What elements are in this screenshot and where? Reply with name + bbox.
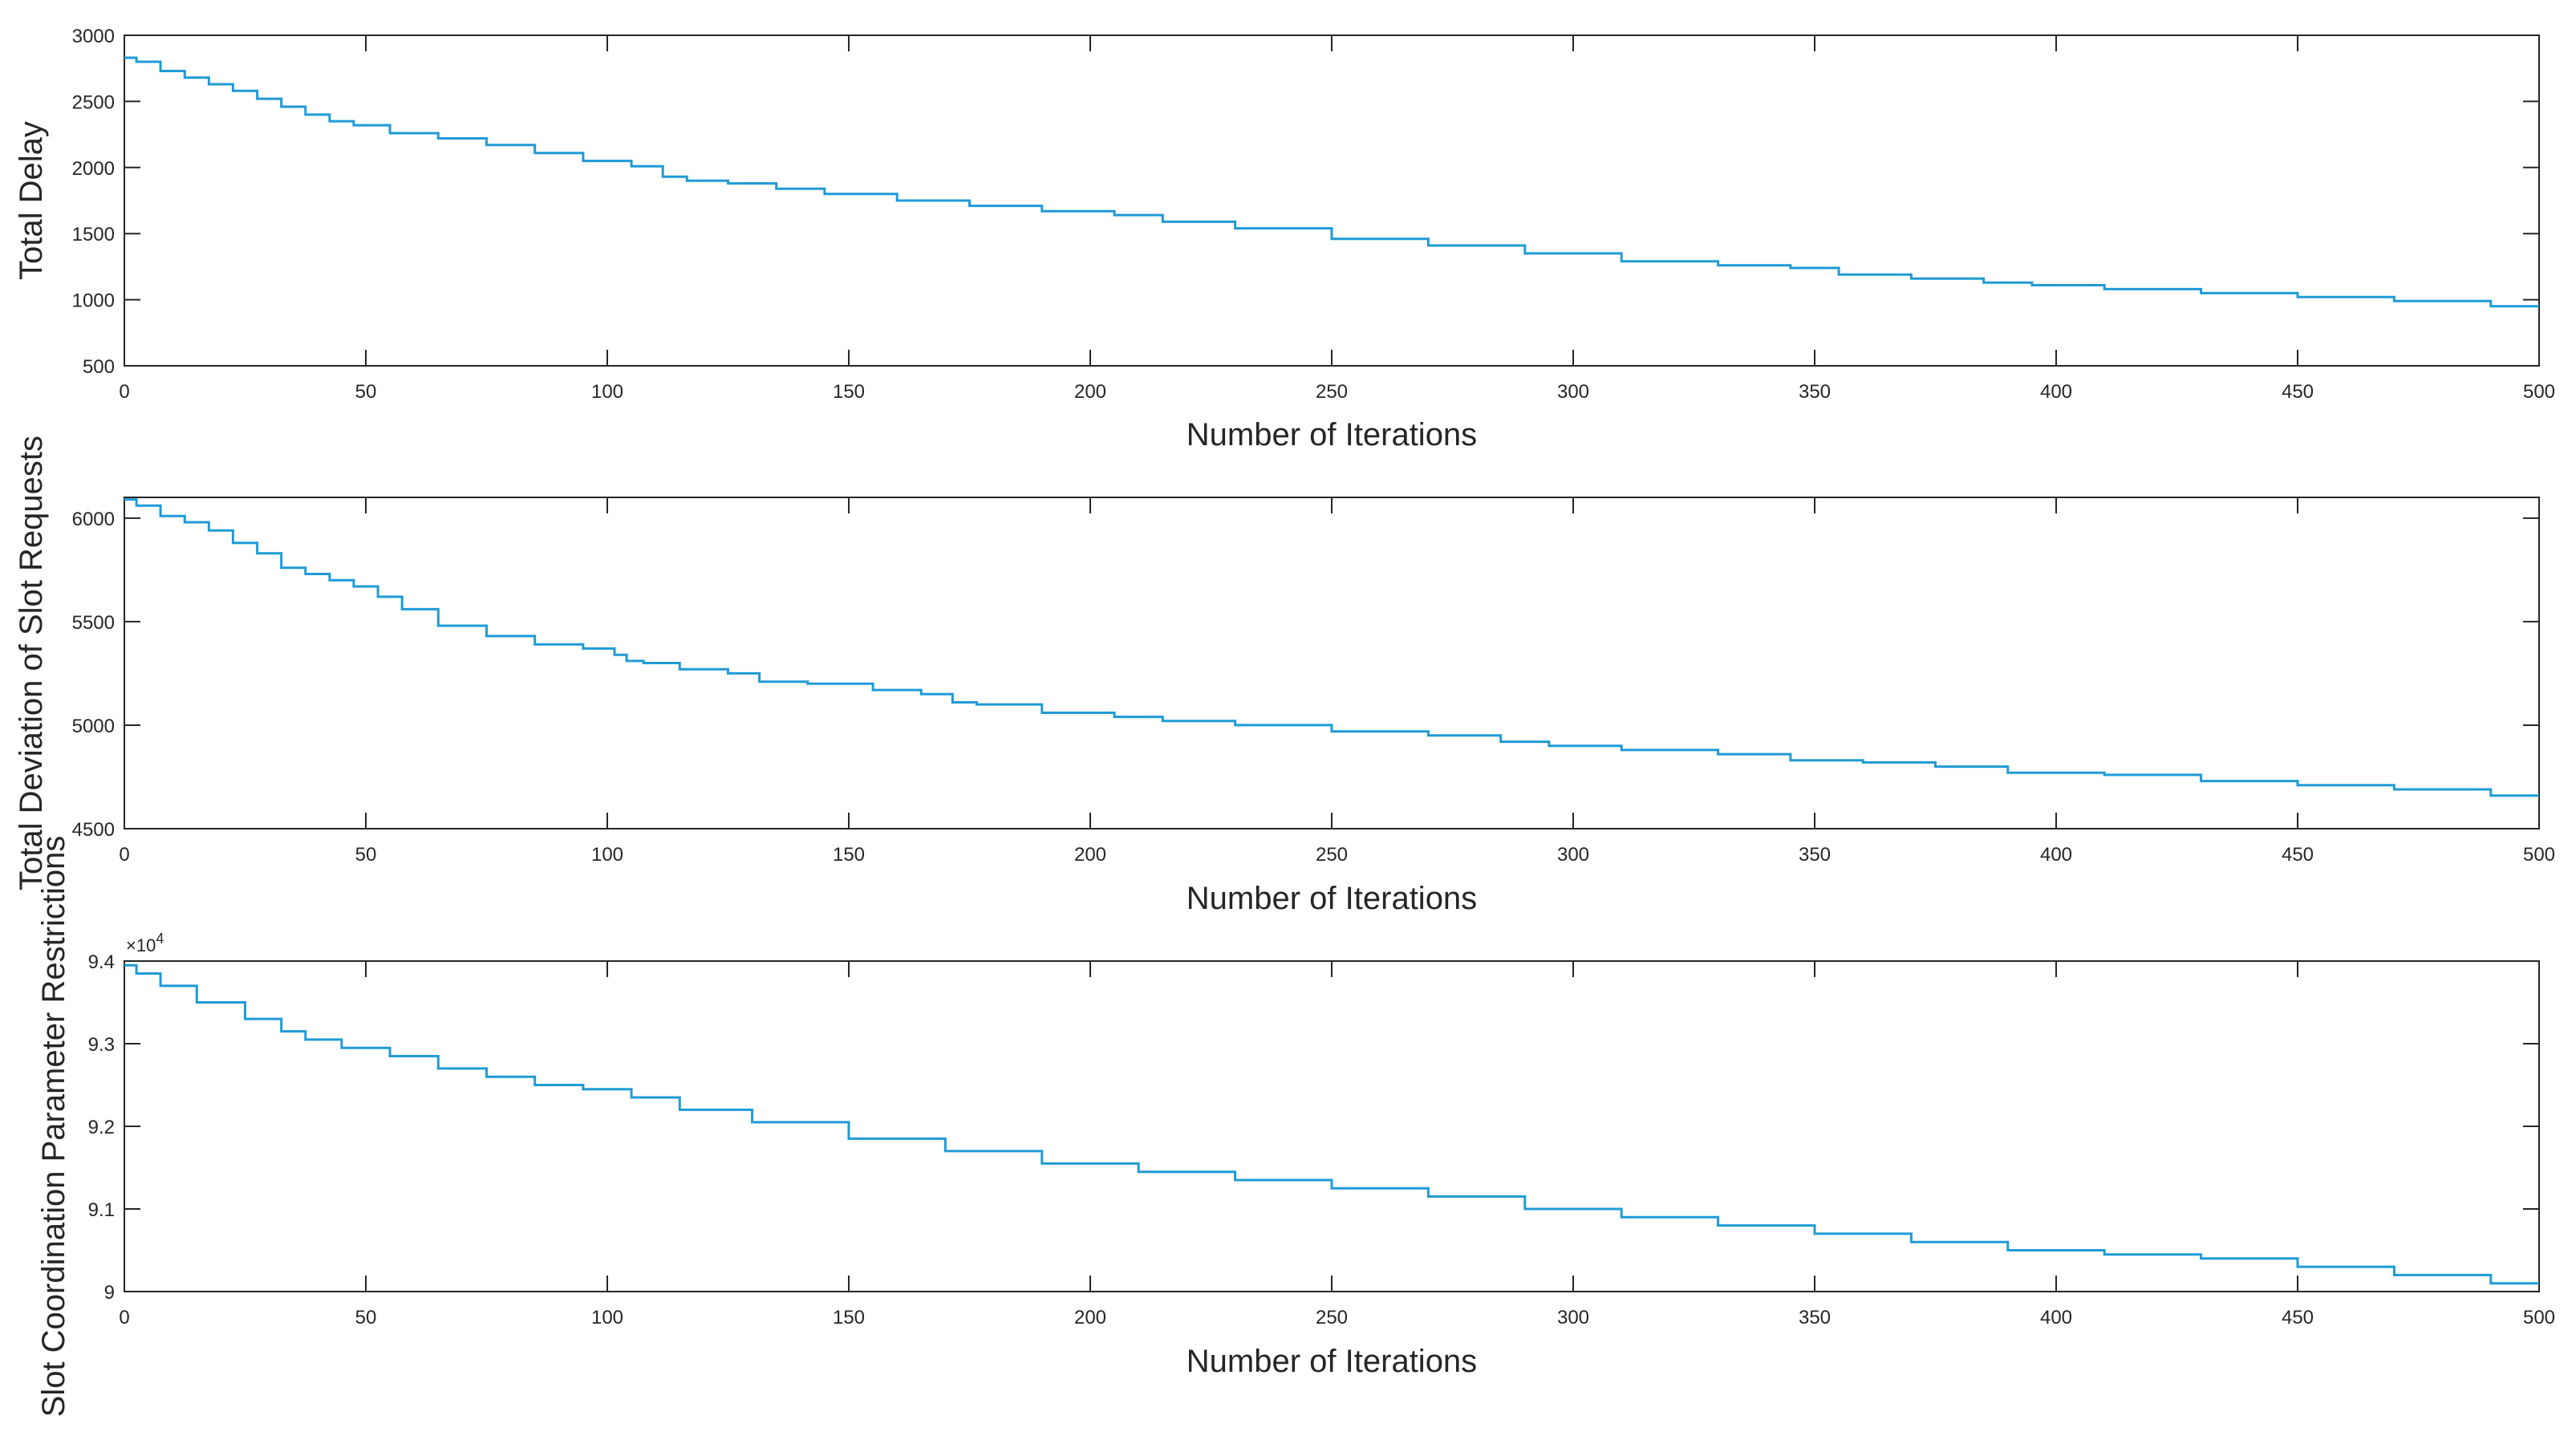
- x-axis-label: Number of Iterations: [1187, 881, 1477, 916]
- x-tick-label: 400: [2040, 381, 2072, 403]
- x-tick-label: 350: [1799, 1307, 1831, 1328]
- x-tick-label: 0: [119, 381, 129, 403]
- x-tick-label: 450: [2282, 1307, 2314, 1328]
- axes-box: [124, 497, 2540, 829]
- chart-3: 0 50 100 150 200 250 300 350 400 450 50099.19.29.3…: [36, 836, 2555, 1418]
- series-line: [124, 963, 2539, 1285]
- axes-box: [124, 34, 2540, 367]
- series-line: [124, 498, 2539, 797]
- x-tick-label: 50: [355, 381, 377, 403]
- x-tick-label: 150: [833, 381, 865, 403]
- y-tick-label: 9.1: [88, 1199, 115, 1221]
- y-tick-label: 2500: [72, 91, 115, 113]
- x-tick-label: 500: [2523, 844, 2555, 866]
- x-tick-label: 200: [1074, 381, 1106, 403]
- y-tick-label: 9: [104, 1282, 115, 1304]
- y-tick-label: 2000: [72, 158, 115, 180]
- x-tick-label: 500: [2523, 1307, 2555, 1328]
- x-tick-label: 500: [2523, 381, 2555, 403]
- x-tick-label: 400: [2040, 844, 2072, 866]
- x-axis-label: Number of Iterations: [1187, 1344, 1477, 1379]
- y-tick-label: 4500: [72, 819, 115, 841]
- x-tick-label: 450: [2282, 381, 2314, 403]
- y-exponent-power: 4: [156, 931, 164, 947]
- x-tick-label: 50: [355, 844, 377, 866]
- x-tick-label: 350: [1799, 844, 1831, 866]
- x-tick-label: 250: [1316, 1307, 1348, 1328]
- x-tick-label: 400: [2040, 1307, 2072, 1328]
- axes-box: [124, 960, 2540, 1292]
- x-axis-label: Number of Iterations: [1187, 417, 1477, 452]
- y-tick-label: 9.3: [88, 1034, 115, 1056]
- series-line: [124, 56, 2539, 308]
- x-tick-label: 300: [1557, 1307, 1589, 1328]
- x-tick-label: 150: [833, 844, 865, 866]
- y-tick-label: 9.2: [88, 1117, 115, 1138]
- y-tick-label: 5000: [72, 716, 115, 737]
- y-tick-label: 9.4: [88, 951, 115, 973]
- y-tick-label: 500: [83, 356, 115, 378]
- x-tick-label: 0: [119, 844, 129, 866]
- x-tick-label: 300: [1557, 381, 1589, 403]
- y-tick-label: 3000: [72, 26, 115, 47]
- x-tick-label: 350: [1799, 381, 1831, 403]
- x-tick-label: 150: [833, 1307, 865, 1328]
- x-tick-label: 100: [591, 381, 623, 403]
- y-tick-label: 6000: [72, 509, 115, 530]
- y-tick-label: 1500: [72, 224, 115, 245]
- x-tick-label: 100: [591, 844, 623, 866]
- x-tick-label: 250: [1316, 844, 1348, 866]
- chart-2: 0 50 100 150 200 250 300 350 400 450 500 4500 5000 55…: [14, 436, 2555, 916]
- chart-1: 0 50 100 150 200 250 300 350 400 450 500 500 1000 150…: [14, 26, 2555, 452]
- x-tick-label: 250: [1316, 381, 1348, 403]
- x-tick-label: 200: [1074, 1307, 1106, 1328]
- x-tick-label: 50: [355, 1307, 377, 1328]
- x-tick-label: 300: [1557, 844, 1589, 866]
- y-tick-label: 1000: [72, 290, 115, 312]
- x-tick-label: 200: [1074, 844, 1106, 866]
- y-axis-label: Total Delay: [14, 121, 49, 280]
- y-tick-label: 5500: [72, 612, 115, 634]
- y-exponent-label: ×104: [126, 931, 164, 955]
- x-tick-label: 0: [119, 1307, 129, 1328]
- x-tick-label: 100: [591, 1307, 623, 1328]
- y-axis-label: Total Deviation of Slot Requests: [14, 436, 49, 890]
- x-tick-label: 450: [2282, 844, 2314, 866]
- y-axis-label: Slot Coordination Parameter Restrictions: [36, 836, 71, 1418]
